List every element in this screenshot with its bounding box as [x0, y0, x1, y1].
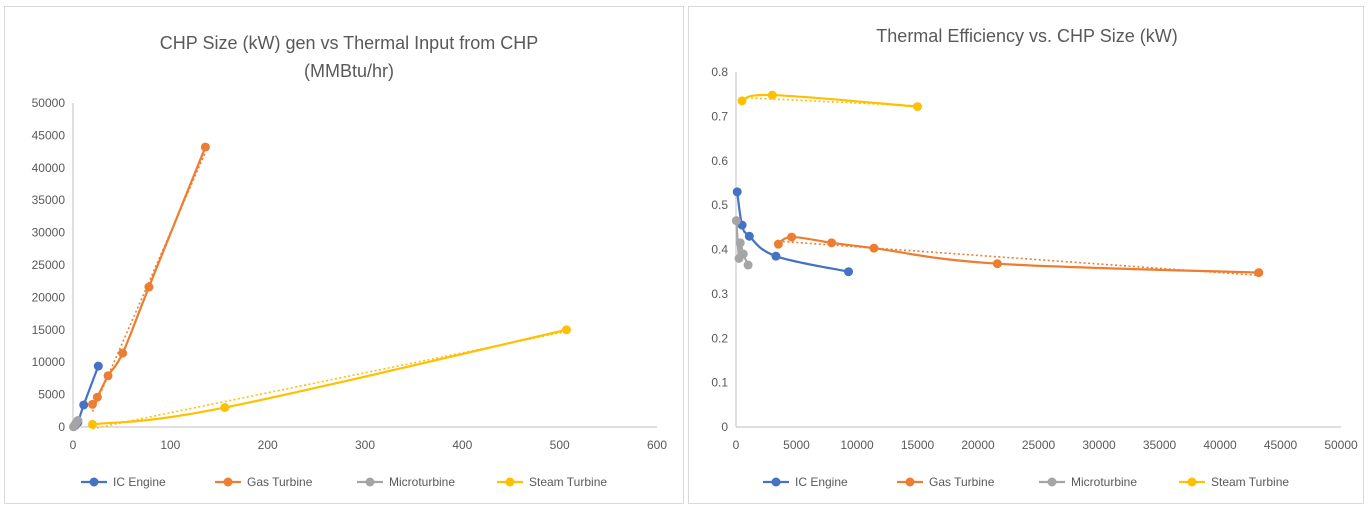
- x-tick-label: 45000: [1264, 438, 1298, 452]
- legend-swatch-marker-gas-turbine: [223, 477, 233, 487]
- y-tick-label: 0: [58, 420, 65, 434]
- data-point-gas-turbine: [144, 282, 154, 292]
- x-tick-label: 0: [733, 438, 740, 452]
- y-tick-label: 0.1: [711, 376, 728, 390]
- y-tick-label: 10000: [32, 355, 66, 369]
- x-tick-label: 5000: [783, 438, 810, 452]
- series-line-ic-engine: [736, 191, 849, 273]
- data-point-gas-turbine: [787, 232, 797, 242]
- series-line-steam-turbine: [92, 328, 567, 426]
- x-tick-label: 100: [160, 438, 180, 452]
- data-point-steam-turbine: [913, 102, 922, 112]
- data-point-microturbine: [735, 238, 745, 248]
- x-tick-label: 40000: [1203, 438, 1237, 452]
- x-tick-label: 20000: [961, 438, 995, 452]
- y-tick-label: 0.3: [711, 287, 728, 301]
- data-point-steam-turbine: [220, 403, 230, 413]
- data-point-microturbine: [738, 249, 748, 259]
- series-line-gas-turbine: [777, 235, 1259, 274]
- data-point-gas-turbine: [92, 392, 102, 402]
- data-point-gas-turbine: [1254, 268, 1264, 278]
- data-point-gas-turbine: [827, 238, 837, 248]
- x-tick-label: 500: [550, 438, 570, 452]
- x-tick-label: 0: [70, 438, 77, 452]
- data-point-ic-engine: [771, 251, 781, 261]
- y-tick-label: 0.5: [711, 198, 728, 212]
- data-point-microturbine: [73, 416, 83, 426]
- x-tick-label: 35000: [1143, 438, 1177, 452]
- y-tick-label: 40000: [32, 161, 66, 175]
- y-tick-label: 0.6: [711, 154, 728, 168]
- chart-title: (MMBtu/hr): [304, 61, 394, 81]
- data-point-steam-turbine: [561, 325, 571, 335]
- chart-svg-right: Thermal Efficiency vs. CHP Size (kW) 0 0.1…: [711, 26, 1358, 489]
- chart-title: Thermal Efficiency vs. CHP Size (kW): [876, 26, 1177, 46]
- data-point-ic-engine: [744, 231, 754, 241]
- x-tick-label: 25000: [1022, 438, 1056, 452]
- chart-title: CHP Size (kW) gen vs Thermal Input from …: [160, 33, 538, 53]
- data-point-steam-turbine: [737, 96, 747, 106]
- x-tick-label: 10000: [840, 438, 874, 452]
- y-tick-label: 0.4: [711, 243, 728, 257]
- chart-panel-thermal-efficiency: Thermal Efficiency vs. CHP Size (kW) 0 0.1…: [688, 6, 1364, 504]
- legend-label-microturbine: Microturbine: [1071, 475, 1137, 489]
- series-line-steam-turbine: [741, 93, 918, 108]
- y-tick-label: 35000: [32, 193, 66, 207]
- legend-swatch-marker-steam-turbine: [505, 477, 515, 487]
- data-point-gas-turbine: [869, 243, 879, 253]
- y-tick-label: 20000: [32, 290, 66, 304]
- data-point-microturbine: [731, 216, 741, 226]
- y-tick-label: 50000: [32, 96, 66, 110]
- data-point-microturbine: [743, 260, 753, 270]
- y-tick-label: 45000: [32, 128, 66, 142]
- chart-panel-chp-size-vs-thermal-input: CHP Size (kW) gen vs Thermal Input from …: [4, 6, 684, 504]
- legend-swatch-marker-gas-turbine: [905, 477, 915, 487]
- y-tick-label: 0.7: [711, 109, 728, 123]
- x-tick-label: 50000: [1324, 438, 1358, 452]
- x-tick-label: 200: [258, 438, 278, 452]
- legend-label-microturbine: Microturbine: [389, 475, 455, 489]
- y-tick-label: 0.2: [711, 331, 728, 345]
- legend-swatch-marker-microturbine: [1047, 477, 1057, 487]
- data-point-ic-engine: [79, 400, 89, 410]
- legend-label-steam-turbine: Steam Turbine: [529, 475, 607, 489]
- legend-swatch-marker-microturbine: [365, 477, 375, 487]
- data-point-ic-engine: [732, 187, 742, 197]
- legend-label-ic-engine: IC Engine: [795, 475, 848, 489]
- data-point-gas-turbine: [103, 371, 113, 381]
- series-line-gas-turbine: [91, 146, 207, 405]
- legend-swatch-marker-ic-engine: [771, 477, 781, 487]
- legend-label-ic-engine: IC Engine: [113, 475, 166, 489]
- x-tick-label: 400: [452, 438, 472, 452]
- x-tick-label: 15000: [901, 438, 935, 452]
- data-point-gas-turbine: [992, 259, 1002, 269]
- legend-label-steam-turbine: Steam Turbine: [1211, 475, 1289, 489]
- x-tick-label: 600: [647, 438, 667, 452]
- data-point-gas-turbine: [200, 142, 210, 152]
- data-point-gas-turbine: [773, 239, 783, 249]
- y-tick-label: 15000: [32, 323, 66, 337]
- data-point-ic-engine: [844, 267, 854, 277]
- legend-label-gas-turbine: Gas Turbine: [247, 475, 313, 489]
- legend-swatch-marker-steam-turbine: [1187, 477, 1197, 487]
- y-tick-label: 25000: [32, 258, 66, 272]
- data-point-ic-engine: [93, 361, 103, 371]
- chart-svg-left: CHP Size (kW) gen vs Thermal Input from …: [32, 33, 668, 489]
- data-point-steam-turbine: [87, 419, 97, 429]
- data-point-gas-turbine: [118, 348, 128, 358]
- data-point-gas-turbine: [87, 399, 97, 409]
- y-tick-label: 0.8: [711, 65, 728, 79]
- x-tick-label: 300: [355, 438, 375, 452]
- y-tick-label: 5000: [38, 388, 65, 402]
- y-tick-label: 30000: [32, 226, 66, 240]
- legend-swatch-marker-ic-engine: [89, 477, 99, 487]
- legend-label-gas-turbine: Gas Turbine: [929, 475, 995, 489]
- data-point-steam-turbine: [767, 90, 777, 100]
- x-tick-label: 30000: [1082, 438, 1116, 452]
- y-tick-label: 0: [721, 420, 728, 434]
